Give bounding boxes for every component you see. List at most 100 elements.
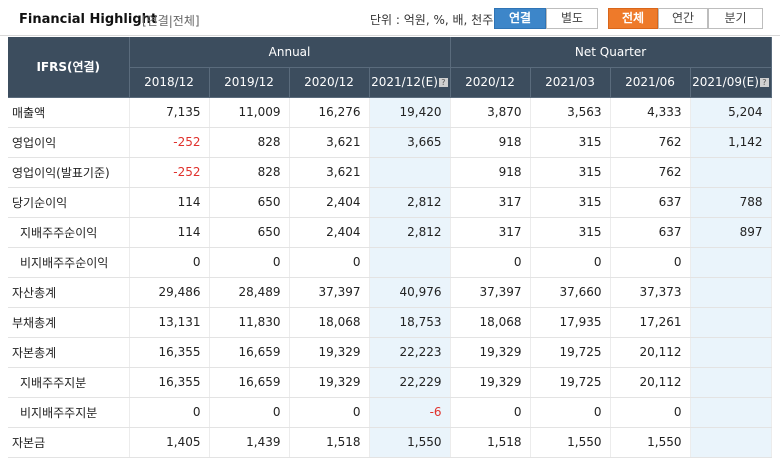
table-cell: 4,333 [610,97,691,128]
table-cell [690,277,772,308]
period-quarter-button[interactable]: 분기 [708,8,763,29]
table-body: 매출액 7,135 11,009 16,276 19,420 3,870 3,563 4,33… [8,97,772,458]
period-annual-button[interactable]: 연간 [658,8,708,29]
table-cell: 788 [690,187,772,218]
toggle-separate-button[interactable]: 별도 [546,8,598,29]
table-cell: 37,397 [450,277,531,308]
table-cell: 828 [209,157,290,188]
table-cell [690,157,772,188]
financial-table: IFRS(연결) Annual Net Quarter 2018/12 2019… [8,37,772,458]
table-cell: 0 [530,247,611,278]
column-header-label: 2021/03 [545,75,595,89]
column-header: 2018/12 [129,67,210,98]
table-row: 영업이익 -252 828 3,621 3,665 918 315 762 1,142 [8,127,772,158]
table-cell: 315 [530,127,611,158]
table-cell: 37,397 [289,277,370,308]
table-row: 자본금 1,405 1,439 1,518 1,550 1,518 1,550 1,550 [8,427,772,458]
table-cell: 3,665 [369,127,451,158]
table-cell: 1,550 [369,427,451,458]
table-cell: 0 [450,397,531,428]
table-cell: 16,276 [289,97,370,128]
column-header-label: 2020/12 [465,75,515,89]
table-cell: 3,621 [289,157,370,188]
table-cell: 22,229 [369,367,451,398]
table-cell: -6 [369,397,451,428]
column-header: 2021/09(E)? [690,67,772,98]
table-row: 당기순이익 114 650 2,404 2,812 317 315 637 788 [8,187,772,218]
row-label: 지배주주순이익 [8,217,130,248]
table-cell: 18,753 [369,307,451,338]
table-cell: 315 [530,187,611,218]
table-cell: 650 [209,217,290,248]
table-cell: 1,405 [129,427,210,458]
ifrs-header: IFRS(연결) [8,37,130,98]
row-label: 영업이익 [8,127,130,158]
table-row: 자산총계 29,486 28,489 37,397 40,976 37,397 37,660… [8,277,772,308]
toggle-consolidated-button[interactable]: 연결 [494,8,546,29]
table-row: 부채총계 13,131 11,830 18,068 18,753 18,068 17,935… [8,307,772,338]
table-cell: 16,355 [129,367,210,398]
table-cell: 28,489 [209,277,290,308]
column-header-label: 2018/12 [144,75,194,89]
row-label: 부채총계 [8,307,130,338]
table-cell: 637 [610,187,691,218]
column-header: 2019/12 [209,67,290,98]
table-cell: 1,518 [289,427,370,458]
table-row: 매출액 7,135 11,009 16,276 19,420 3,870 3,563 4,33… [8,97,772,128]
table-cell: 22,223 [369,337,451,368]
help-icon[interactable]: ? [759,78,769,87]
table-cell: -252 [129,157,210,188]
row-label: 지배주주지분 [8,367,130,398]
table-cell: 3,621 [289,127,370,158]
table-cell [369,247,451,278]
table-cell: 317 [450,217,531,248]
table-cell: 11,830 [209,307,290,338]
table-cell [690,427,772,458]
column-header-label: 2021/09(E) [692,75,759,89]
table-cell: 17,261 [610,307,691,338]
table-cell: 16,355 [129,337,210,368]
column-header-label: 2021/06 [625,75,675,89]
table-cell: 2,404 [289,217,370,248]
table-row: 비지배주주순이익 0 0 0 0 0 0 [8,247,772,278]
period-all-button[interactable]: 전체 [608,8,658,29]
table-cell: 762 [610,127,691,158]
table-cell: 114 [129,187,210,218]
table-cell: 19,725 [530,337,611,368]
table-cell: 918 [450,157,531,188]
table-cell: 650 [209,187,290,218]
column-header-label: 2019/12 [224,75,274,89]
table-cell: 0 [209,397,290,428]
row-label: 비지배주주순이익 [8,247,130,278]
table-cell: 11,009 [209,97,290,128]
row-label: 자본금 [8,427,130,458]
table-cell: 1,550 [610,427,691,458]
table-cell [690,337,772,368]
table-cell [690,307,772,338]
table-cell: 7,135 [129,97,210,128]
table-row: 비지배주주지분 0 0 0 -6 0 0 0 [8,397,772,428]
table-cell: 0 [129,397,210,428]
table-cell: 37,660 [530,277,611,308]
table-cell [369,157,451,188]
table-cell: 828 [209,127,290,158]
table-cell: 0 [209,247,290,278]
table-cell: 16,659 [209,367,290,398]
column-header: 2021/12(E)? [369,67,451,98]
table-cell: 18,068 [450,307,531,338]
row-label: 자산총계 [8,277,130,308]
page-title: Financial Highlight [19,12,158,27]
help-icon[interactable]: ? [438,78,448,87]
top-bar: Financial Highlight [연결|전체] 단위 : 억원, %, … [0,0,780,36]
table-cell: 2,812 [369,217,451,248]
table-row: 자본총계 16,355 16,659 19,329 22,223 19,329 19,725… [8,337,772,368]
table-cell: 19,329 [289,337,370,368]
column-header-label: 2021/12(E) [371,75,438,89]
row-label: 비지배주주지분 [8,397,130,428]
table-cell: 19,420 [369,97,451,128]
table-cell: 897 [690,217,772,248]
table-cell: 1,518 [450,427,531,458]
table-cell: 762 [610,157,691,188]
row-label: 영업이익(발표기준) [8,157,130,188]
table-cell: 2,404 [289,187,370,218]
